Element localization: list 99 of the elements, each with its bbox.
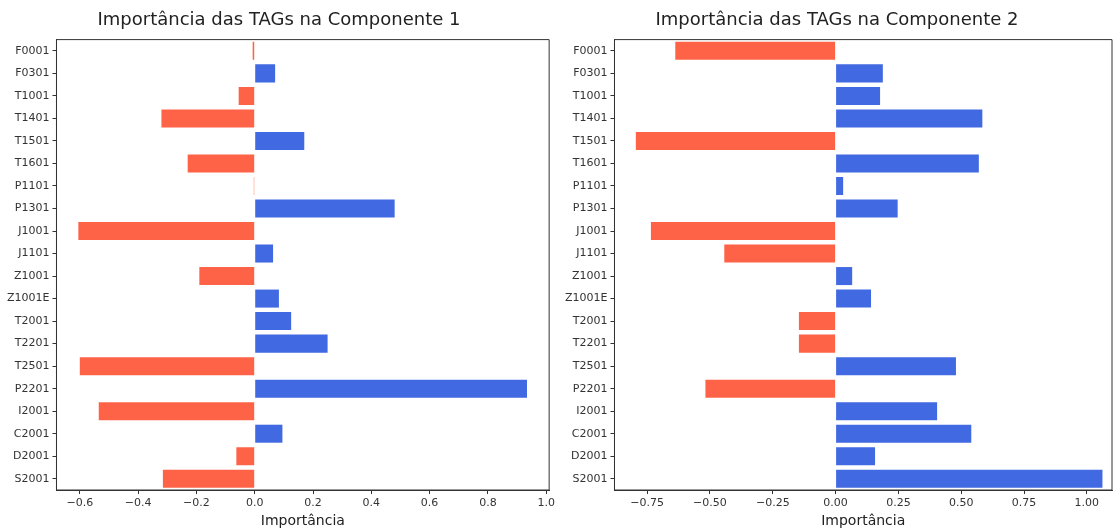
x-tick-label: −0.2 [183,496,210,510]
y-tick-label: T1501 [571,133,608,147]
x-tick-label: 0.2 [304,496,322,510]
bar [255,424,283,443]
bar [798,312,836,331]
y-tick-label: T1601 [571,156,608,170]
bar [836,176,844,195]
y-tick-label: T1401 [13,111,50,125]
y-tick-label: Z1001 [13,268,50,282]
y-tick-label: Z1001 [571,268,608,282]
bar [836,447,876,466]
bar [836,267,853,286]
y-tick-label: C2001 [571,426,608,440]
y-tick-label: T2201 [571,336,608,350]
y-tick-label: T2501 [13,359,50,372]
bar [238,86,255,105]
bar [255,334,328,353]
y-tick-label: P2201 [572,381,608,395]
x-tick-label: −0.25 [755,496,790,510]
x-tick-label: 1.0 [537,496,555,510]
bar [79,357,255,376]
y-tick-label: Z1001E [7,291,50,305]
y-tick-label: F0001 [573,43,608,57]
bar [836,357,956,376]
bar [836,424,972,443]
y-tick-label: Z1001E [565,291,608,305]
x-tick-label: −0.4 [124,496,152,510]
y-tick-label: S2001 [14,471,50,485]
y-tick-label: P1101 [572,178,608,192]
bar [255,379,527,398]
y-tick-label: T2001 [571,313,608,327]
bar [836,154,979,173]
bar [836,469,1103,488]
bar [836,402,938,421]
y-tick-label: T1501 [13,133,50,147]
bar [705,379,836,398]
x-tick-label: 0.8 [479,496,497,510]
bar [836,64,883,83]
bar [78,222,255,241]
bar [162,469,255,488]
y-tick-label: P2201 [14,381,50,395]
x-tick-label: 0.4 [362,496,381,510]
bar [635,131,836,150]
bar [255,64,276,83]
y-tick-label: T1001 [571,88,608,102]
bar [236,447,255,466]
y-tick-label: T1601 [13,156,50,170]
y-tick-label: J1001 [575,223,608,237]
y-tick-label: J1101 [17,246,50,260]
y-tick-label: T2501 [571,359,608,372]
y-tick-label: S2001 [572,471,608,485]
bar [836,109,983,128]
y-tick-label: C2001 [13,426,50,440]
y-tick-label: F0301 [573,66,608,80]
y-tick-label: T1001 [13,88,50,102]
y-tick-label: P1101 [14,178,50,192]
y-tick-label: T2001 [13,313,50,327]
bar [798,334,836,353]
chart-title: Importância das TAGs na Componente 1 [97,8,461,30]
bar [255,312,292,331]
y-tick-label: D2001 [13,449,50,463]
y-tick-label: D2001 [571,449,608,463]
x-tick-label: 0.25 [886,496,911,510]
x-tick-label: −0.50 [693,496,727,510]
bar [836,289,872,308]
x-tick-label: −0.6 [66,496,94,510]
bar [836,86,881,105]
bar [255,289,279,308]
bar [724,244,836,263]
bar [199,267,255,286]
x-tick-label: 1.00 [1074,496,1100,510]
bar [255,244,274,263]
y-tick-label: I2001 [18,404,50,418]
y-tick-label: T2201 [13,336,50,350]
bar [98,402,255,421]
chart-title: Importância das TAGs na Componente 2 [655,8,1019,30]
x-tick-label: 0.00 [823,496,848,510]
bar [187,154,255,173]
y-tick-label: P1301 [14,201,50,215]
x-tick-label: −0.75 [630,496,664,510]
bar [836,199,898,218]
x-axis-title: Importância [260,512,345,529]
y-tick-label: I2001 [576,404,608,418]
x-tick-label: 0.50 [948,496,974,510]
x-tick-label: 0.6 [420,496,439,510]
bar [255,199,395,218]
bar [161,109,255,128]
x-tick-label: 0.0 [245,496,264,510]
y-tick-label: T1401 [571,111,608,125]
bar [650,222,836,241]
y-tick-label: F0001 [15,43,50,57]
y-tick-label: P1301 [572,201,608,215]
x-axis-title: Importância [821,512,906,529]
y-tick-label: J1101 [575,246,608,260]
bar [255,131,305,150]
y-tick-label: F0301 [15,66,50,80]
x-tick-label: 0.75 [1011,496,1037,510]
y-tick-label: J1001 [17,223,50,237]
bar [675,41,836,60]
